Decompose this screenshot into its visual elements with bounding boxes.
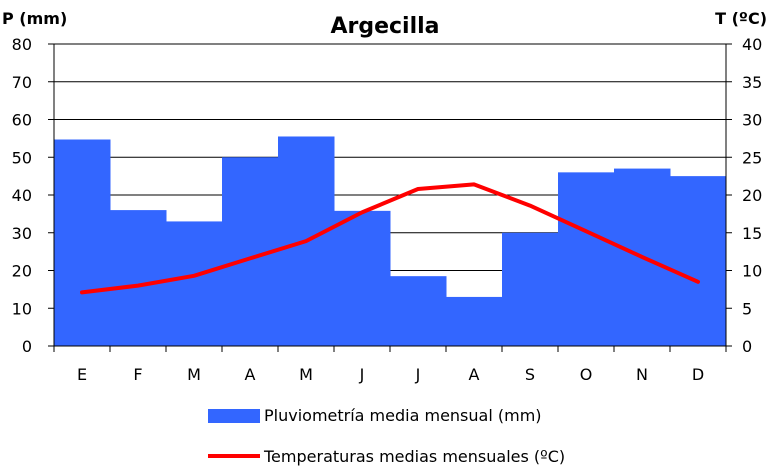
left-tick-label: 0 — [22, 337, 32, 356]
left-tick-label: 20 — [12, 262, 32, 281]
left-tick-label: 70 — [12, 73, 32, 92]
right-tick-label: 0 — [742, 337, 752, 356]
x-tick-label: J — [359, 365, 365, 384]
left-tick-label: 40 — [12, 186, 32, 205]
x-tick-label: A — [469, 365, 480, 384]
axes — [48, 43, 732, 352]
left-axis-title: P (mm) — [2, 9, 67, 28]
right-tick-label: 25 — [742, 148, 762, 167]
legend: Pluviometría media mensual (mm) Temperat… — [208, 406, 565, 466]
precipitation-bar — [54, 139, 111, 346]
x-tick-label: N — [636, 365, 648, 384]
right-tick-label: 10 — [742, 262, 762, 281]
right-tick-label: 5 — [742, 299, 752, 318]
right-tick-label: 30 — [742, 111, 762, 130]
x-tick-label: F — [133, 365, 142, 384]
legend-label-temperature: Temperaturas medias mensuales (ºC) — [263, 447, 565, 466]
left-tick-label: 10 — [12, 299, 32, 318]
precipitation-bar — [446, 296, 503, 346]
precipitation-bars — [54, 136, 727, 346]
left-tick-label: 30 — [12, 224, 32, 243]
precipitation-bar — [558, 172, 615, 346]
x-tick-label: M — [187, 365, 201, 384]
right-axis-title: T (ºC) — [715, 9, 767, 28]
precipitation-bar — [670, 176, 727, 346]
legend-label-precipitation: Pluviometría media mensual (mm) — [264, 406, 542, 425]
precipitation-bar — [390, 276, 447, 346]
precipitation-bar — [166, 221, 223, 346]
tick-labels: 0 10 20 30 40 50 60 70 80 0 5 10 15 20 25 30 35 40 E F M A M J J… — [12, 35, 763, 384]
x-tick-label: E — [77, 365, 87, 384]
x-tick-label: O — [580, 365, 593, 384]
x-tick-label: S — [525, 365, 535, 384]
x-tick-label: A — [245, 365, 256, 384]
chart-title: Argecilla — [330, 14, 439, 39]
x-tick-label: D — [692, 365, 704, 384]
right-tick-label: 40 — [742, 35, 762, 54]
legend-swatch-precipitation — [208, 409, 260, 423]
right-tick-label: 15 — [742, 224, 762, 243]
precipitation-bar — [334, 210, 391, 346]
precipitation-bar — [502, 232, 559, 346]
temperature-line — [80, 182, 700, 295]
precipitation-bar — [110, 210, 167, 346]
left-tick-label: 80 — [12, 35, 32, 54]
left-tick-label: 50 — [12, 148, 32, 167]
x-tick-label: M — [299, 365, 313, 384]
right-tick-label: 20 — [742, 186, 762, 205]
x-tick-label: J — [415, 365, 421, 384]
temperature-line-layer — [80, 182, 700, 295]
left-tick-label: 60 — [12, 111, 32, 130]
right-tick-label: 35 — [742, 73, 762, 92]
